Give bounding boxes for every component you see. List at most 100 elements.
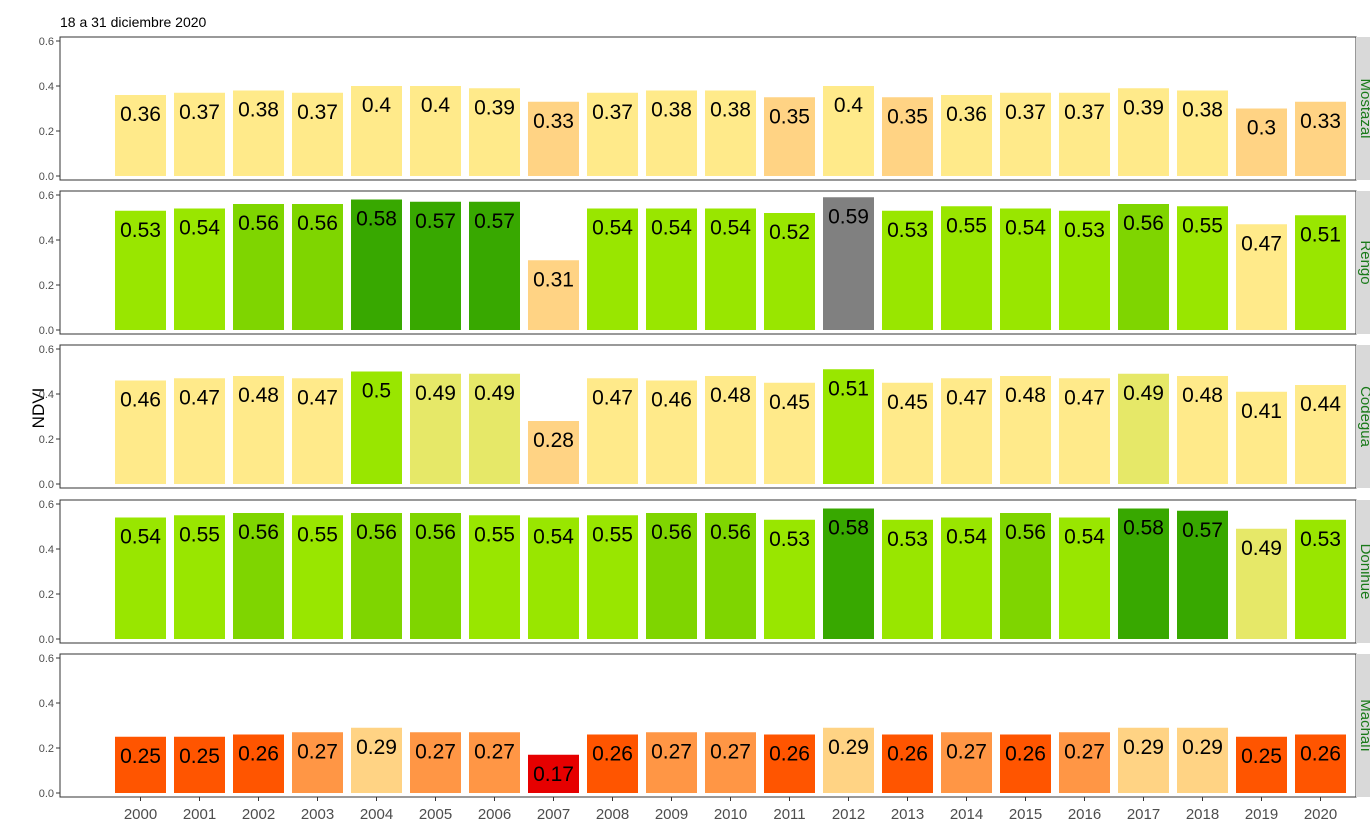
bar — [1295, 385, 1346, 484]
bar — [1295, 101, 1346, 176]
bar-value-label: 0.31 — [533, 268, 574, 291]
facet-panel: Machalí 0.0 0.2 0.4 0.6 0.25 0.25 0.26 0.27 0.29 0… — [39, 653, 1370, 800]
bar — [1236, 224, 1287, 330]
bar-value-label: 0.55 — [592, 523, 633, 546]
y-tick-label: 0.2 — [39, 589, 54, 601]
facet-panel: Codegua 0.0 0.2 0.4 0.6 0.46 0.47 0.48 0.47 0.5 0.… — [39, 344, 1370, 491]
bar-value-label: 0.55 — [1182, 214, 1223, 237]
bar-value-label: 0.25 — [179, 745, 220, 768]
bar — [351, 371, 402, 484]
bar — [233, 376, 284, 484]
bar-value-label: 0.56 — [1123, 212, 1164, 235]
x-tick-label: 2017 — [1127, 806, 1160, 823]
bar-value-label: 0.56 — [238, 212, 279, 235]
bar — [1295, 734, 1346, 793]
x-tick-label: 2019 — [1245, 806, 1278, 823]
bar-value-label: 0.35 — [769, 105, 810, 128]
x-tick-label: 2013 — [891, 806, 924, 823]
bar-value-label: 0.54 — [120, 526, 161, 549]
bar — [410, 513, 461, 639]
bar — [1177, 206, 1228, 330]
bar-value-label: 0.49 — [474, 382, 515, 405]
bar — [1059, 210, 1110, 330]
bar — [705, 732, 756, 793]
bar-value-label: 0.4 — [362, 94, 392, 117]
bar-value-label: 0.27 — [710, 740, 751, 763]
x-tick-label: 2002 — [242, 806, 275, 823]
facet-strip — [1356, 500, 1370, 643]
bar-value-label: 0.45 — [887, 391, 928, 414]
bar-value-label: 0.55 — [179, 523, 220, 546]
bar-value-label: 0.56 — [651, 521, 692, 544]
bar — [941, 732, 992, 793]
bar — [1000, 734, 1051, 793]
x-tick-label: 2006 — [478, 806, 511, 823]
bar — [351, 513, 402, 639]
bar — [469, 373, 520, 484]
bar — [469, 88, 520, 176]
bar-value-label: 0.47 — [946, 386, 987, 409]
bar — [764, 97, 815, 176]
bar — [823, 86, 874, 176]
bar-value-label: 0.53 — [887, 528, 928, 551]
bar-value-label: 0.33 — [1300, 110, 1341, 133]
bar-value-label: 0.52 — [769, 221, 810, 244]
bar-value-label: 0.51 — [1300, 223, 1341, 246]
bar — [587, 378, 638, 484]
bar-value-label: 0.26 — [1005, 743, 1046, 766]
bar-value-label: 0.4 — [834, 94, 864, 117]
bar — [410, 373, 461, 484]
bar — [233, 513, 284, 639]
bar — [1000, 376, 1051, 484]
bar-value-label: 0.53 — [769, 528, 810, 551]
bar — [1059, 92, 1110, 176]
x-tick-label: 2005 — [419, 806, 452, 823]
x-tick-label: 2009 — [655, 806, 688, 823]
bar — [410, 201, 461, 330]
bar-value-label: 0.53 — [887, 219, 928, 242]
bar-value-label: 0.26 — [887, 743, 928, 766]
bar-value-label: 0.56 — [238, 521, 279, 544]
facet-strip-label: Machalí — [1357, 699, 1370, 752]
bar-value-label: 0.48 — [1182, 384, 1223, 407]
bar — [469, 201, 520, 330]
y-tick-label: 0.6 — [39, 653, 54, 665]
bar — [351, 727, 402, 793]
bar — [292, 204, 343, 330]
bar-value-label: 0.37 — [1005, 101, 1046, 124]
bar — [115, 95, 166, 176]
bar-value-label: 0.37 — [179, 101, 220, 124]
bar — [1000, 513, 1051, 639]
y-tick-label: 0.2 — [39, 126, 54, 138]
bar-value-label: 0.17 — [533, 763, 574, 786]
x-tick-label: 2016 — [1068, 806, 1101, 823]
bar — [174, 378, 225, 484]
bar — [646, 513, 697, 639]
bar-value-label: 0.26 — [238, 743, 279, 766]
x-tick-label: 2018 — [1186, 806, 1219, 823]
bar — [174, 736, 225, 793]
bar — [646, 732, 697, 793]
bar — [1177, 376, 1228, 484]
facet-strip-label: Doñihue — [1357, 544, 1370, 600]
bar — [1295, 215, 1346, 330]
bar — [1118, 727, 1169, 793]
bar-value-label: 0.48 — [710, 384, 751, 407]
bar-value-label: 0.27 — [1064, 740, 1105, 763]
bar-value-label: 0.48 — [238, 384, 279, 407]
bar — [705, 513, 756, 639]
bar-value-label: 0.54 — [592, 217, 633, 240]
x-tick-label: 2012 — [832, 806, 865, 823]
bar — [528, 754, 579, 793]
bar — [764, 519, 815, 639]
bar — [764, 213, 815, 330]
y-tick-label: 0.4 — [39, 235, 54, 247]
bar-value-label: 0.49 — [415, 382, 456, 405]
bar-value-label: 0.47 — [592, 386, 633, 409]
bar-value-label: 0.56 — [356, 521, 397, 544]
bar — [823, 508, 874, 639]
x-tick-label: 2014 — [950, 806, 983, 823]
bar-value-label: 0.38 — [651, 99, 692, 122]
bar — [646, 90, 697, 176]
